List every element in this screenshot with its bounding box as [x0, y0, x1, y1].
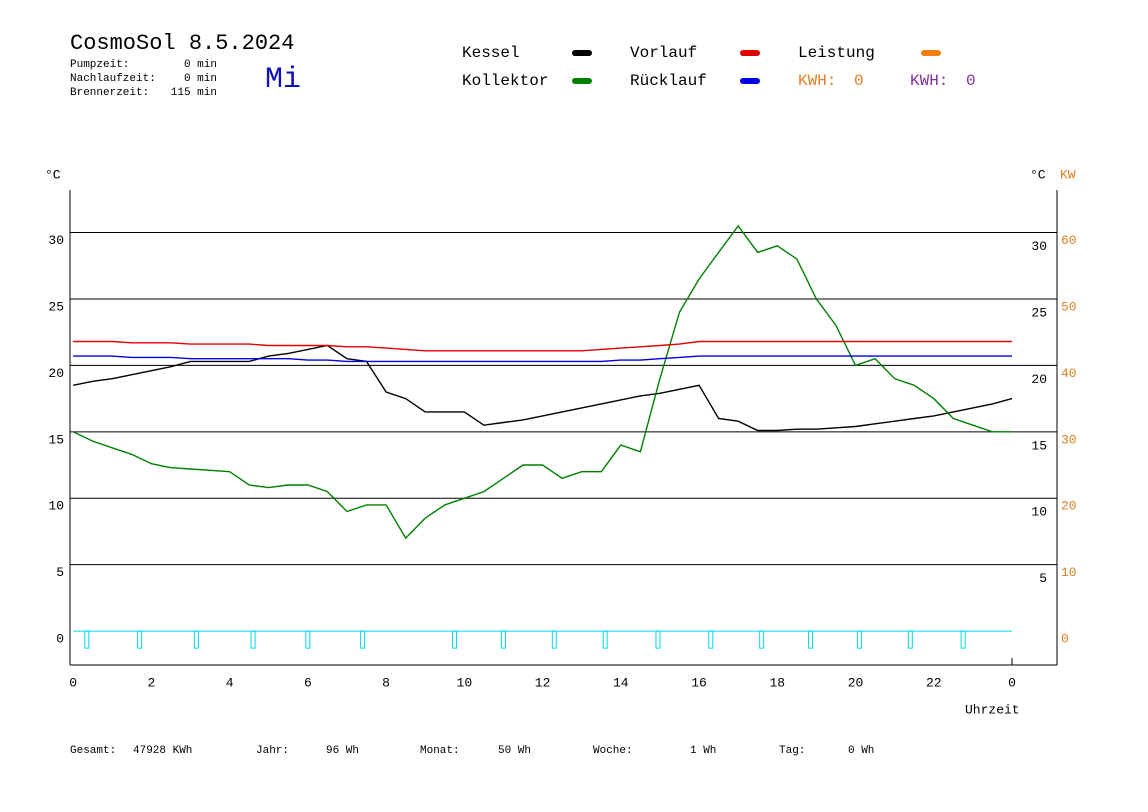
- y-tick-label: 5: [56, 565, 64, 580]
- y-axis-label: °C: [45, 167, 61, 182]
- y2-tick-label: 10: [1061, 565, 1077, 580]
- pulse: [551, 630, 557, 649]
- x-tick-label: 0: [1008, 675, 1016, 690]
- legend-swatch: [921, 50, 941, 56]
- kwh-label: KWH:: [910, 72, 948, 90]
- pulse: [250, 630, 256, 649]
- x-axis-label: Uhrzeit: [965, 702, 1020, 717]
- legend-label: Kessel: [462, 44, 520, 62]
- x-tick-label: 18: [769, 675, 785, 690]
- series-line: [73, 340, 1012, 352]
- info-value: 115 min: [171, 87, 217, 99]
- x-tick-label: 8: [382, 675, 390, 690]
- series-line: [72, 224, 1012, 540]
- x-tick-label: 4: [226, 675, 234, 690]
- series-line: [72, 344, 1013, 432]
- footer-label: Jahr:: [256, 745, 289, 757]
- weekday: Mi: [265, 63, 301, 97]
- pulse: [500, 630, 506, 649]
- pulse: [193, 630, 199, 649]
- pulse: [655, 630, 661, 649]
- y2-tick-label: 20: [1061, 499, 1077, 514]
- legend-label: Rücklauf: [630, 72, 707, 90]
- series-line: [73, 355, 1012, 363]
- legend-swatch: [740, 78, 760, 84]
- x-tick-label: 22: [926, 675, 942, 690]
- y-tick-label: 15: [48, 432, 64, 447]
- legend-swatch: [572, 50, 592, 56]
- pulse: [137, 630, 143, 649]
- info-value: 0 min: [184, 59, 217, 71]
- pulse: [808, 630, 814, 649]
- x-tick-label: 6: [304, 675, 312, 690]
- footer-label: Gesamt:: [70, 745, 116, 757]
- y2-tick-label: 60: [1061, 233, 1077, 248]
- footer-value: 96 Wh: [326, 745, 359, 757]
- info-label: Brennerzeit:: [70, 87, 149, 99]
- footer-value: 1 Wh: [690, 745, 716, 757]
- x-tick-label: 14: [613, 675, 629, 690]
- y2c-tick-label: 15: [1031, 438, 1047, 453]
- legend-label: Vorlauf: [630, 44, 697, 62]
- title: CosmoSol 8.5.2024: [70, 31, 294, 56]
- pulse: [602, 630, 608, 649]
- footer-value: 50 Wh: [498, 745, 531, 757]
- legend-label: Kollektor: [462, 72, 548, 90]
- legend-label: Leistung: [798, 44, 875, 62]
- y2c-tick-label: 5: [1039, 571, 1047, 586]
- pulse: [960, 630, 966, 649]
- x-tick-label: 2: [147, 675, 155, 690]
- y2-tick-label: 50: [1061, 299, 1077, 314]
- info-value: 0 min: [184, 73, 217, 85]
- y2c-tick-label: 25: [1031, 305, 1047, 320]
- y-tick-label: 20: [48, 366, 64, 381]
- legend-swatch: [572, 78, 592, 84]
- y2-axis-label: KW: [1060, 167, 1076, 182]
- info-label: Pumpzeit:: [70, 59, 129, 71]
- x-tick-label: 16: [691, 675, 707, 690]
- y2-axis-label-c: °C: [1030, 167, 1046, 182]
- x-tick-label: 20: [848, 675, 864, 690]
- kwh-value: 0: [854, 72, 864, 90]
- pulse: [360, 630, 366, 649]
- y-tick-label: 0: [56, 632, 64, 647]
- y-tick-label: 30: [48, 233, 64, 248]
- pulse: [84, 630, 90, 649]
- y2c-tick-label: 20: [1031, 372, 1047, 387]
- x-tick-label: 10: [457, 675, 473, 690]
- pulse: [759, 630, 765, 649]
- y2c-tick-label: 30: [1031, 239, 1047, 254]
- footer-label: Tag:: [779, 745, 805, 757]
- legend-swatch: [740, 50, 760, 56]
- pulse: [452, 630, 458, 649]
- y2-tick-label: 0: [1061, 632, 1069, 647]
- pulse: [708, 630, 714, 649]
- pulse: [856, 630, 862, 649]
- footer-label: Monat:: [420, 745, 460, 757]
- pulse: [305, 630, 311, 649]
- y-tick-label: 25: [48, 299, 64, 314]
- y2-tick-label: 30: [1061, 432, 1077, 447]
- info-label: Nachlaufzeit:: [70, 73, 156, 85]
- y2c-tick-label: 10: [1031, 505, 1047, 520]
- y-tick-label: 10: [48, 499, 64, 514]
- x-tick-label: 0: [69, 675, 77, 690]
- pulse: [907, 630, 913, 649]
- kwh-value: 0: [966, 72, 976, 90]
- kwh-label: KWH:: [798, 72, 836, 90]
- footer-label: Woche:: [593, 745, 633, 757]
- y2-tick-label: 40: [1061, 366, 1077, 381]
- footer-value: 0 Wh: [848, 745, 874, 757]
- x-tick-label: 12: [535, 675, 551, 690]
- footer-value: 47928 KWh: [133, 745, 192, 757]
